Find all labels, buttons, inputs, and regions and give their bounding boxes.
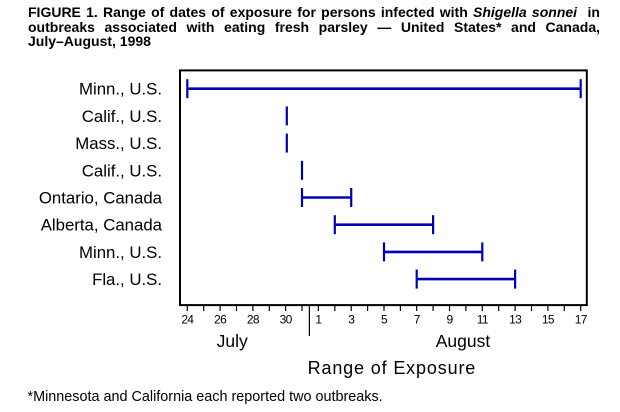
svg-text:26: 26 [214,313,227,327]
svg-text:Fla., U.S.: Fla., U.S. [92,270,162,289]
svg-text:*Minnesota and California each: *Minnesota and California each reported … [28,389,383,405]
svg-text:Calif., U.S.: Calif., U.S. [82,107,162,126]
svg-text:5: 5 [381,313,388,327]
svg-text:3: 3 [348,313,355,327]
svg-text:Ontario, Canada: Ontario, Canada [39,189,163,208]
svg-text:Minn., U.S.: Minn., U.S. [79,80,162,99]
svg-text:28: 28 [247,313,260,327]
svg-text:15: 15 [542,313,555,327]
svg-text:9: 9 [447,313,454,327]
svg-text:Mass., U.S.: Mass., U.S. [75,134,162,153]
svg-text:August: August [436,331,491,351]
svg-text:30: 30 [280,313,293,327]
svg-text:11: 11 [477,313,489,327]
svg-text:July: July [217,331,248,351]
svg-text:13: 13 [509,313,522,327]
svg-text:Alberta, Canada: Alberta, Canada [41,216,163,235]
svg-text:7: 7 [414,313,421,327]
svg-text:1: 1 [315,313,322,327]
svg-text:Minn., U.S.: Minn., U.S. [79,243,162,262]
svg-text:17: 17 [575,313,588,327]
svg-text:Range of Exposure: Range of Exposure [308,358,477,378]
svg-text:24: 24 [181,313,194,327]
svg-text:Calif., U.S.: Calif., U.S. [82,161,162,180]
